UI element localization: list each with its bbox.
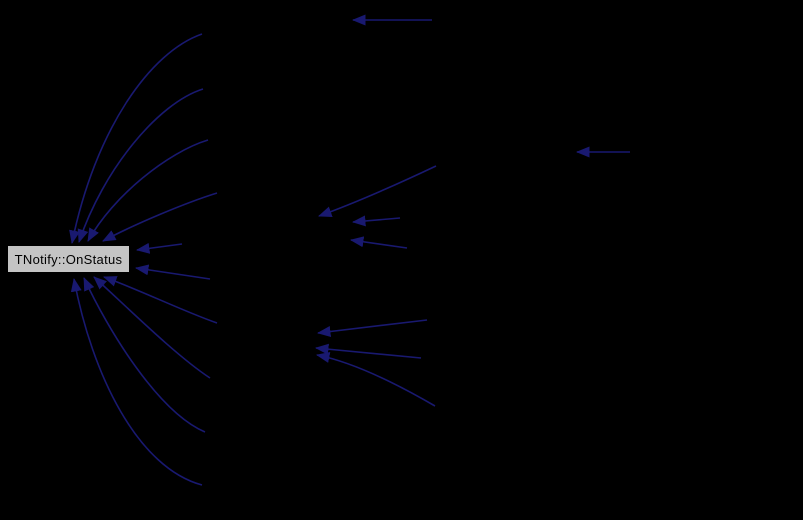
mid-cluster-b-edge-upper xyxy=(317,319,428,337)
caller-edge-bottom-1 xyxy=(103,276,218,324)
mid-cluster-b-edge-curved xyxy=(316,352,436,407)
graph-node-root-label: TNotify::OnStatus xyxy=(14,251,123,267)
caller-edge-right-upper xyxy=(136,242,183,254)
mid-cluster-a-edge-lower xyxy=(350,236,408,249)
caller-edge-top-2 xyxy=(77,88,204,243)
caller-edge-bottom-2 xyxy=(93,276,211,379)
caller-edge-top-1 xyxy=(69,33,203,244)
caller-edge-right-lower xyxy=(135,264,211,280)
mid-cluster-a-edge-curved xyxy=(318,165,437,217)
mid-cluster-b-edge-middle xyxy=(315,343,422,359)
graph-node-root: TNotify::OnStatus xyxy=(7,245,130,273)
mid-cluster-a-edge-upper xyxy=(352,215,401,227)
caller-edge-bottom-3 xyxy=(83,277,206,433)
caller-edge-top-3 xyxy=(87,139,209,242)
caller-edge-bottom-4 xyxy=(70,278,203,486)
caller-edge-top-4 xyxy=(102,192,218,242)
